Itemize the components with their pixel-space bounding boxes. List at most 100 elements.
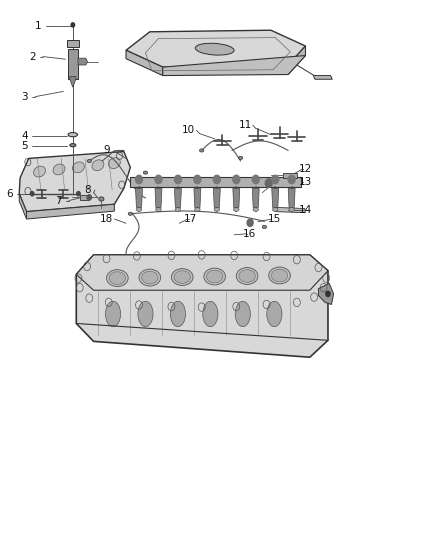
Ellipse shape — [233, 208, 239, 212]
Ellipse shape — [34, 166, 46, 177]
Text: 7: 7 — [55, 196, 61, 206]
Circle shape — [71, 23, 74, 27]
Ellipse shape — [272, 208, 278, 212]
Ellipse shape — [139, 269, 161, 286]
Ellipse shape — [109, 272, 126, 285]
Circle shape — [155, 175, 162, 184]
Polygon shape — [126, 50, 163, 76]
Circle shape — [194, 175, 201, 184]
Ellipse shape — [214, 208, 219, 212]
Circle shape — [288, 175, 295, 184]
Circle shape — [135, 175, 142, 184]
Ellipse shape — [235, 301, 251, 327]
Ellipse shape — [239, 270, 255, 282]
Polygon shape — [213, 189, 220, 207]
Text: 10: 10 — [182, 125, 195, 135]
Ellipse shape — [238, 156, 243, 159]
Ellipse shape — [70, 143, 76, 147]
Ellipse shape — [194, 208, 200, 212]
Polygon shape — [67, 49, 78, 79]
Ellipse shape — [87, 159, 92, 163]
Text: 4: 4 — [21, 131, 28, 141]
Polygon shape — [318, 284, 334, 304]
Circle shape — [252, 175, 259, 184]
Text: 14: 14 — [299, 205, 312, 215]
Ellipse shape — [92, 160, 104, 171]
Ellipse shape — [206, 270, 223, 283]
Ellipse shape — [136, 208, 142, 212]
Circle shape — [233, 175, 240, 184]
Ellipse shape — [195, 43, 234, 55]
Polygon shape — [70, 77, 76, 87]
Ellipse shape — [253, 208, 258, 212]
Circle shape — [87, 195, 92, 200]
Text: 18: 18 — [100, 214, 113, 224]
Polygon shape — [76, 255, 328, 290]
Polygon shape — [19, 151, 131, 212]
Ellipse shape — [73, 162, 85, 173]
Text: 1: 1 — [35, 21, 42, 31]
Ellipse shape — [203, 301, 218, 327]
Polygon shape — [194, 189, 201, 207]
Text: 6: 6 — [6, 189, 13, 199]
Ellipse shape — [289, 208, 294, 212]
Polygon shape — [155, 189, 162, 207]
Polygon shape — [76, 255, 328, 357]
Polygon shape — [135, 189, 142, 207]
Ellipse shape — [267, 301, 282, 327]
Ellipse shape — [200, 149, 204, 152]
Ellipse shape — [68, 133, 78, 137]
Ellipse shape — [236, 268, 258, 285]
Polygon shape — [233, 189, 240, 207]
Circle shape — [265, 179, 272, 188]
Ellipse shape — [174, 271, 191, 284]
Circle shape — [213, 175, 220, 184]
Ellipse shape — [138, 301, 153, 327]
Polygon shape — [163, 55, 305, 76]
Polygon shape — [27, 204, 114, 219]
Text: 16: 16 — [243, 229, 256, 239]
Text: 11: 11 — [238, 120, 251, 130]
Polygon shape — [288, 189, 295, 207]
Circle shape — [31, 191, 34, 196]
Polygon shape — [174, 189, 181, 207]
Text: 9: 9 — [103, 146, 110, 156]
Polygon shape — [78, 58, 88, 65]
Polygon shape — [67, 39, 79, 47]
Text: 2: 2 — [29, 52, 35, 62]
Circle shape — [272, 175, 279, 184]
Text: 8: 8 — [84, 185, 90, 195]
Polygon shape — [275, 207, 305, 213]
Polygon shape — [126, 30, 305, 67]
Polygon shape — [313, 76, 332, 79]
Polygon shape — [288, 46, 305, 75]
Ellipse shape — [99, 197, 104, 201]
Ellipse shape — [143, 171, 148, 174]
Ellipse shape — [170, 301, 185, 327]
Ellipse shape — [269, 267, 290, 284]
Ellipse shape — [262, 225, 267, 229]
Polygon shape — [252, 189, 259, 207]
Ellipse shape — [171, 269, 193, 286]
Ellipse shape — [108, 158, 120, 168]
Ellipse shape — [128, 212, 133, 215]
Polygon shape — [80, 195, 89, 200]
Circle shape — [326, 292, 330, 296]
Ellipse shape — [106, 301, 120, 327]
Polygon shape — [272, 189, 279, 207]
Polygon shape — [131, 177, 301, 188]
Text: 3: 3 — [21, 92, 28, 102]
Circle shape — [77, 191, 80, 196]
Ellipse shape — [106, 270, 128, 287]
Ellipse shape — [141, 271, 158, 284]
Text: 5: 5 — [21, 141, 28, 151]
Ellipse shape — [204, 268, 226, 285]
Text: 13: 13 — [299, 177, 312, 187]
Text: 17: 17 — [184, 214, 198, 224]
Polygon shape — [283, 173, 297, 178]
Text: 12: 12 — [299, 164, 312, 174]
Ellipse shape — [53, 164, 65, 175]
Ellipse shape — [175, 208, 181, 212]
Ellipse shape — [271, 269, 288, 282]
Polygon shape — [19, 193, 27, 219]
